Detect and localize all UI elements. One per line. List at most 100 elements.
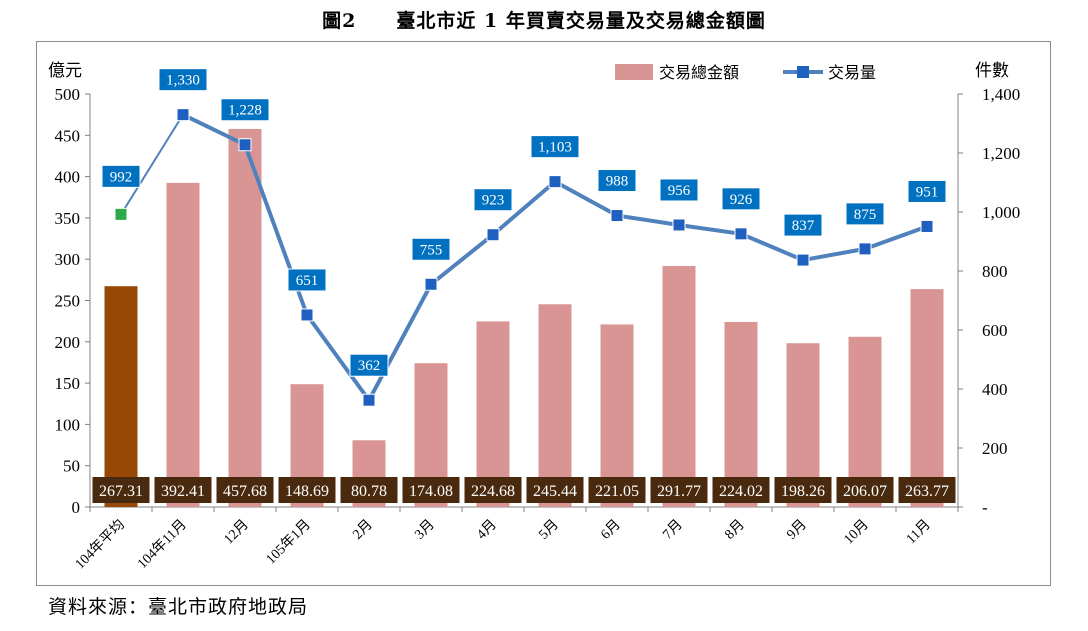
volume-marker xyxy=(176,108,190,122)
x-axis-category-label: 12月 xyxy=(221,517,252,548)
amount-value-label: 198.26 xyxy=(781,483,825,500)
amount-value-box xyxy=(836,477,894,503)
volume-value-label: 956 xyxy=(668,183,691,199)
amount-value-box xyxy=(712,477,770,503)
right-axis-tick-label: 200 xyxy=(982,439,1008,458)
amount-bar xyxy=(166,182,200,508)
left-axis-tick-label: 450 xyxy=(55,126,81,145)
right-axis-tick-label: 800 xyxy=(982,262,1008,281)
chart-frame xyxy=(36,41,1051,586)
x-axis-category-label: 3月 xyxy=(412,517,438,543)
left-axis-tick-label: 0 xyxy=(72,498,81,517)
x-axis-category-label: 7月 xyxy=(660,517,686,543)
volume-value-label: 875 xyxy=(854,207,877,223)
amount-bar xyxy=(662,265,696,507)
amount-value-box xyxy=(526,477,584,503)
volume-value-box xyxy=(907,179,947,203)
amount-value-label: 148.69 xyxy=(285,483,329,500)
right-axis-tick-label: - xyxy=(982,498,988,517)
amount-value-label: 263.77 xyxy=(905,483,949,500)
volume-marker xyxy=(548,175,562,189)
x-axis-category-label: 8月 xyxy=(722,517,748,543)
volume-value-box xyxy=(411,237,451,261)
amount-value-label: 245.44 xyxy=(533,483,577,500)
right-axis-unit-label: 件數 xyxy=(975,61,1009,80)
legend-line-marker xyxy=(797,66,809,78)
right-axis-tick-label: 400 xyxy=(982,380,1008,399)
volume-line-connector xyxy=(120,114,184,215)
amount-value-box xyxy=(154,477,212,503)
volume-marker xyxy=(858,242,872,256)
left-axis-tick-label: 400 xyxy=(55,168,81,187)
amount-value-box xyxy=(92,477,150,503)
amount-value-label: 174.08 xyxy=(409,483,453,500)
volume-marker xyxy=(796,253,810,267)
volume-value-box xyxy=(287,268,327,292)
volume-value-box xyxy=(597,169,637,193)
volume-value-label: 923 xyxy=(482,193,505,209)
amount-value-label: 224.68 xyxy=(471,483,515,500)
legend-line-label: 交易量 xyxy=(828,64,876,82)
legend-bar-label: 交易總金額 xyxy=(659,64,739,82)
amount-value-box xyxy=(464,477,522,503)
volume-value-box xyxy=(158,68,208,92)
source-note: 資料來源：臺北市政府地政局 xyxy=(48,596,309,618)
volume-value-label: 1,228 xyxy=(228,103,262,119)
volume-marker xyxy=(424,277,438,291)
x-axis-category-label: 5月 xyxy=(536,517,562,543)
x-axis-category-label: 2月 xyxy=(350,517,376,543)
right-axis-tick-label: 1,000 xyxy=(982,203,1020,222)
amount-bar xyxy=(228,128,262,508)
volume-value-box xyxy=(845,202,885,226)
chart-title: 圖2 臺北市近 1 年買賣交易量及交易總金額圖 xyxy=(322,10,766,32)
volume-marker xyxy=(610,209,624,223)
left-axis-tick-label: 350 xyxy=(55,209,81,228)
volume-marker xyxy=(300,308,314,322)
left-axis-tick-label: 500 xyxy=(55,85,81,104)
volume-value-label: 362 xyxy=(358,358,381,374)
left-axis-tick-label: 200 xyxy=(55,333,81,352)
amount-value-box xyxy=(340,477,398,503)
x-axis-category-label: 10月 xyxy=(841,517,872,548)
volume-marker xyxy=(238,138,252,152)
volume-value-label: 755 xyxy=(420,242,443,258)
amount-value-label: 224.02 xyxy=(719,483,763,500)
volume-marker xyxy=(114,207,128,221)
amount-value-box xyxy=(216,477,274,503)
volume-value-box xyxy=(530,135,580,159)
amount-value-label: 80.78 xyxy=(351,483,387,500)
amount-value-label: 221.05 xyxy=(595,483,639,500)
amount-value-label: 392.41 xyxy=(161,483,205,500)
volume-value-box xyxy=(220,98,270,122)
amount-bar xyxy=(724,321,758,507)
right-axis-tick-label: 1,400 xyxy=(982,85,1020,104)
volume-value-label: 988 xyxy=(606,174,629,190)
volume-value-label: 992 xyxy=(110,169,133,185)
x-axis-category-label: 104年11月 xyxy=(134,517,189,572)
left-axis-tick-label: 150 xyxy=(55,374,81,393)
volume-value-label: 651 xyxy=(296,273,319,289)
volume-value-box xyxy=(349,353,389,377)
left-axis-tick-label: 100 xyxy=(55,415,81,434)
left-axis-tick-label: 50 xyxy=(63,457,80,476)
volume-marker xyxy=(734,227,748,241)
left-axis-unit-label: 億元 xyxy=(48,61,82,80)
volume-value-box xyxy=(783,213,823,237)
volume-value-box xyxy=(101,164,141,188)
x-axis-category-label: 4月 xyxy=(474,517,500,543)
amount-value-box xyxy=(898,477,956,503)
volume-marker xyxy=(920,219,934,233)
right-axis-tick-label: 600 xyxy=(982,321,1008,340)
right-axis-tick-label: 1,200 xyxy=(982,144,1020,163)
volume-marker xyxy=(486,228,500,242)
x-axis-category-label: 105年1月 xyxy=(263,517,314,568)
left-axis-tick-label: 250 xyxy=(55,292,81,311)
volume-value-label: 1,330 xyxy=(166,73,200,89)
amount-bar xyxy=(104,286,138,507)
volume-marker xyxy=(362,393,376,407)
volume-value-box xyxy=(473,188,513,212)
amount-value-box xyxy=(588,477,646,503)
amount-value-label: 267.31 xyxy=(99,483,143,500)
amount-value-label: 206.07 xyxy=(843,483,887,500)
amount-bar xyxy=(538,304,572,507)
